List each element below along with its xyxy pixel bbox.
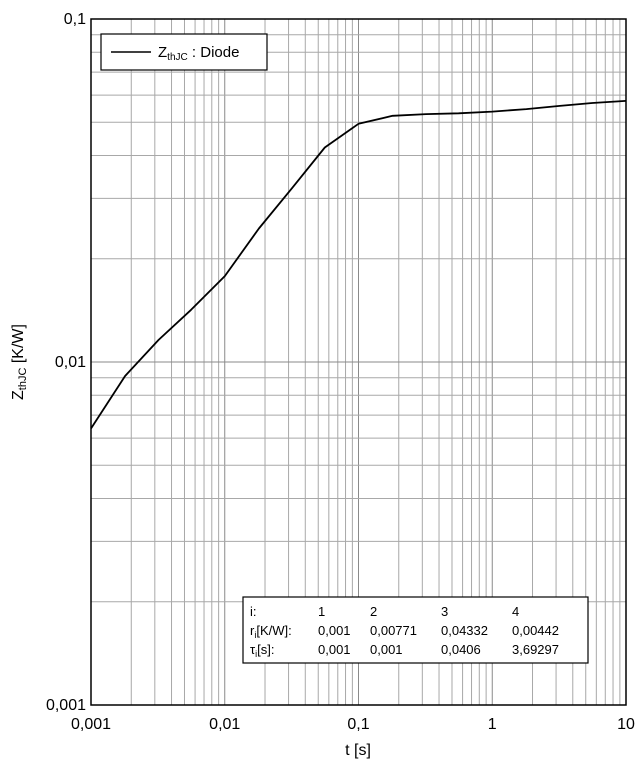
- legend-entry-label: ZthJC : Diode: [158, 44, 239, 63]
- table-col-4: 4: [512, 604, 519, 619]
- table-row-tau-rest: [s]:: [257, 642, 274, 657]
- table-row-tau-label: τi[s]:: [250, 642, 274, 659]
- parameter-table-box: [242, 596, 589, 664]
- table-col-1: 1: [318, 604, 325, 619]
- table-r-value-2: 0,00771: [370, 623, 417, 638]
- series-layer: [90, 100, 627, 429]
- legend-label-rest: : Diode: [188, 44, 240, 61]
- x-tick-label: 10: [617, 716, 635, 733]
- x-tick-label: 0,001: [71, 716, 111, 733]
- table-col-3: 3: [441, 604, 448, 619]
- table-row-r-rest: [K/W]:: [256, 623, 291, 638]
- x-tick-label: 0,01: [209, 716, 240, 733]
- y-axis-label-rest: [K/W]: [10, 324, 27, 368]
- x-axis-label: t [s]: [345, 742, 371, 759]
- table-r-value-4: 0,00442: [512, 623, 559, 638]
- table-r-value-1: 0,001: [318, 623, 351, 638]
- table-col-2: 2: [370, 604, 377, 619]
- table-row-tau-main: τ: [250, 642, 256, 657]
- parameter-table: i: 1 2 3 4 ri[K/W]: 0,001 0,00771 0,0433…: [242, 596, 589, 664]
- y-axis-ticks: 0,001 0,01 0,1: [46, 11, 86, 714]
- table-r-value-3: 0,04332: [441, 623, 488, 638]
- legend-label-sub: thJC: [167, 52, 188, 63]
- y-axis-label-sub: thJC: [17, 368, 29, 391]
- x-tick-label: 0,1: [347, 716, 369, 733]
- plot-frame: [90, 18, 627, 706]
- table-row-r-sub: i: [254, 630, 256, 640]
- legend: ZthJC : Diode: [100, 33, 268, 71]
- x-tick-label: 1: [488, 716, 497, 733]
- y-tick-label: 0,01: [55, 354, 86, 371]
- x-axis-ticks: 0,001 0,01 0,1 1 10: [71, 716, 635, 733]
- table-row-r-main: r: [250, 623, 255, 638]
- table-tau-value-4: 3,69297: [512, 642, 559, 657]
- legend-label-main: Z: [158, 44, 167, 61]
- series-line-zthjc-diode: [90, 100, 627, 429]
- table-tau-value-1: 0,001: [318, 642, 351, 657]
- y-tick-label: 0,001: [46, 697, 86, 714]
- table-header-label: i:: [250, 604, 257, 619]
- table-row-tau-sub: i: [255, 649, 257, 659]
- y-axis-label: ZthJC [K/W]: [10, 324, 29, 400]
- y-axis-label-main: Z: [10, 390, 27, 400]
- table-tau-value-2: 0,001: [370, 642, 403, 657]
- y-tick-label: 0,1: [64, 11, 86, 28]
- table-tau-value-3: 0,0406: [441, 642, 481, 657]
- table-row-r-label: ri[K/W]:: [250, 623, 292, 640]
